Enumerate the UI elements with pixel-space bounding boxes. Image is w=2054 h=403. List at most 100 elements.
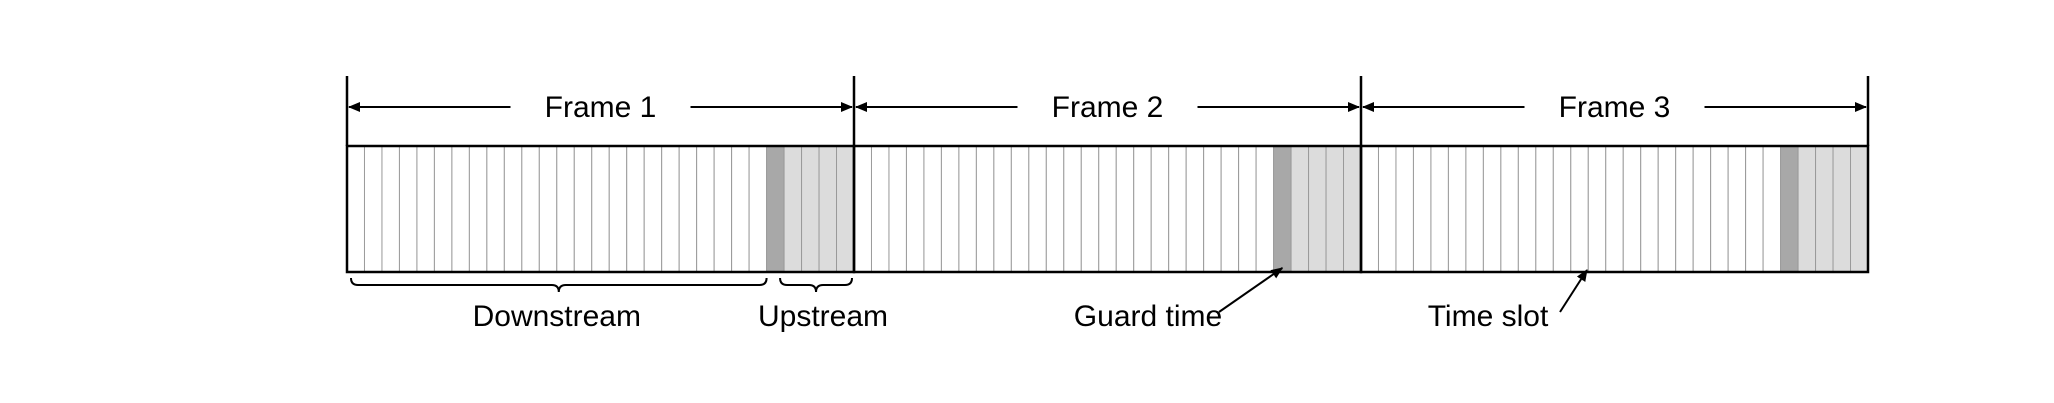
time-slot-downstream xyxy=(381,145,400,273)
time-slot-downstream xyxy=(748,145,768,273)
downstream-label: Downstream xyxy=(473,300,641,333)
time-slot-upstream xyxy=(1797,145,1817,273)
time-slot-downstream xyxy=(433,145,453,273)
time-slot-upstream xyxy=(1308,145,1327,273)
time-slot-downstream xyxy=(1710,145,1729,273)
time-slot-downstream xyxy=(661,145,680,273)
time-slot-downstream xyxy=(1745,145,1764,273)
time-slot-downstream xyxy=(1552,145,1572,273)
time-slot-downstream xyxy=(1605,145,1624,273)
time-slot-downstream xyxy=(608,145,628,273)
time-slot-downstream xyxy=(1622,145,1642,273)
frame-1-label: Frame 1 xyxy=(545,91,657,124)
slot-band xyxy=(346,145,1869,273)
time-slot-downstream xyxy=(1517,145,1537,273)
time-slot-upstream xyxy=(783,145,803,273)
time-slot-downstream xyxy=(1115,145,1135,273)
time-slot-downstream xyxy=(731,145,750,273)
time-slot-upstream xyxy=(818,145,838,273)
guard-time-label: Guard time xyxy=(1074,300,1222,333)
time-slot-downstream xyxy=(1395,145,1414,273)
time-slot-downstream xyxy=(468,145,488,273)
frame-boxes xyxy=(345,76,1870,274)
time-slot-upstream xyxy=(1343,145,1362,273)
frame-2-label: Frame 2 xyxy=(1052,91,1164,124)
time-slot-downstream xyxy=(486,145,505,273)
time-slot-downstream xyxy=(538,145,558,273)
time-slot-downstream xyxy=(1255,145,1275,273)
time-slot-downstream xyxy=(1587,145,1607,273)
time-slot-upstream xyxy=(1815,145,1834,273)
time-slot-downstream xyxy=(853,145,872,273)
time-slot-downstream xyxy=(1203,145,1222,273)
downstream-brace xyxy=(350,277,768,293)
time-slot-guard xyxy=(1780,145,1799,273)
time-slot-downstream xyxy=(1570,145,1589,273)
time-slot-downstream xyxy=(1447,145,1467,273)
time-slot-downstream xyxy=(1675,145,1694,273)
guard-time-pointer xyxy=(1218,267,1284,313)
time-slot-guard xyxy=(1273,145,1292,273)
time-slot-downstream xyxy=(1238,145,1257,273)
time-slot-downstream xyxy=(503,145,523,273)
time-slot-downstream xyxy=(1500,145,1519,273)
time-slot-downstream xyxy=(696,145,715,273)
time-slot-downstream xyxy=(1430,145,1449,273)
time-slot-upstream xyxy=(1325,145,1345,273)
time-slot-downstream xyxy=(713,145,733,273)
frame-3-box xyxy=(1359,144,1870,274)
time-slot-downstream xyxy=(1465,145,1484,273)
time-slot-downstream xyxy=(678,145,698,273)
upstream-brace xyxy=(779,277,853,293)
time-slot-downstream xyxy=(398,145,418,273)
time-slot-upstream xyxy=(1290,145,1310,273)
time-slot-downstream xyxy=(1727,145,1747,273)
time-slot-upstream xyxy=(1832,145,1852,273)
time-slot-downstream xyxy=(905,145,925,273)
time-slot-downstream xyxy=(923,145,942,273)
time-slot-downstream xyxy=(1080,145,1100,273)
time-slot-downstream xyxy=(1692,145,1712,273)
time-slot-downstream xyxy=(1185,145,1205,273)
time-slot-downstream xyxy=(1063,145,1082,273)
time-slot-downstream xyxy=(1377,145,1397,273)
time-slot-downstream xyxy=(556,145,575,273)
time-slot-upstream xyxy=(801,145,820,273)
time-slot-downstream xyxy=(643,145,663,273)
time-slot-label: Time slot xyxy=(1428,300,1549,333)
time-slot-downstream xyxy=(975,145,995,273)
time-slot-downstream xyxy=(1220,145,1240,273)
time-slot-downstream xyxy=(1098,145,1117,273)
time-slot-downstream xyxy=(993,145,1012,273)
time-slot-downstream xyxy=(626,145,645,273)
time-slot-downstream xyxy=(416,145,435,273)
upstream-label: Upstream xyxy=(758,300,888,333)
time-slot-downstream xyxy=(591,145,610,273)
time-slot-upstream xyxy=(1850,145,1869,273)
time-slot-downstream xyxy=(1028,145,1047,273)
time-slot-downstream xyxy=(1535,145,1554,273)
time-slot-downstream xyxy=(346,145,365,273)
time-slot-upstream xyxy=(836,145,855,273)
time-slot-downstream xyxy=(940,145,960,273)
time-slot-downstream xyxy=(521,145,540,273)
time-slot-downstream xyxy=(1762,145,1782,273)
time-slot-downstream xyxy=(363,145,383,273)
time-slot-downstream xyxy=(1045,145,1065,273)
time-slot-downstream xyxy=(1640,145,1659,273)
time-slot-downstream xyxy=(1133,145,1152,273)
time-slot-downstream xyxy=(451,145,470,273)
time-slot-downstream xyxy=(870,145,890,273)
time-slot-downstream xyxy=(1657,145,1677,273)
time-slot-downstream xyxy=(1360,145,1379,273)
time-slot-pointer xyxy=(1559,269,1588,313)
time-slot-downstream xyxy=(573,145,593,273)
time-slot-downstream xyxy=(1412,145,1432,273)
time-slot-guard xyxy=(766,145,785,273)
time-slot-downstream xyxy=(888,145,907,273)
time-slot-downstream xyxy=(1482,145,1502,273)
time-slot-downstream xyxy=(1168,145,1187,273)
time-slot-downstream xyxy=(1010,145,1030,273)
time-slot-downstream xyxy=(1150,145,1170,273)
